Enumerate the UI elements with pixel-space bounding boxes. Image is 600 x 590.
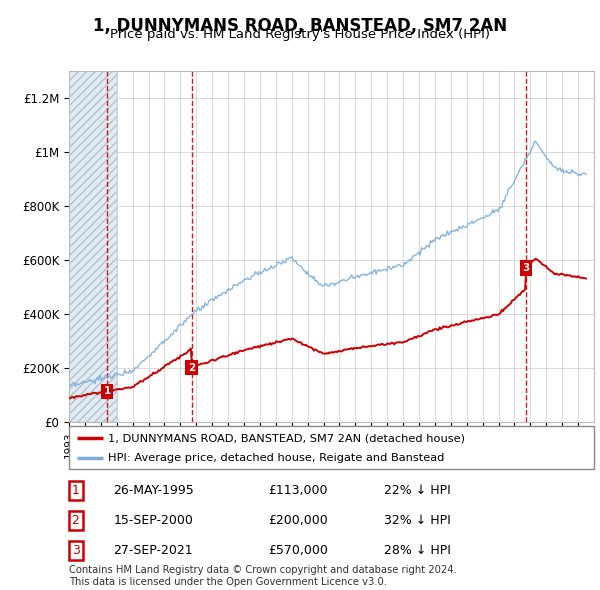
Text: 1: 1 [71, 484, 79, 497]
Text: 28% ↓ HPI: 28% ↓ HPI [384, 544, 451, 557]
Text: Price paid vs. HM Land Registry's House Price Index (HPI): Price paid vs. HM Land Registry's House … [110, 28, 490, 41]
Text: 26-MAY-1995: 26-MAY-1995 [113, 484, 194, 497]
FancyBboxPatch shape [69, 426, 594, 469]
Text: 1, DUNNYMANS ROAD, BANSTEAD, SM7 2AN (detached house): 1, DUNNYMANS ROAD, BANSTEAD, SM7 2AN (de… [109, 433, 466, 443]
Text: 1, DUNNYMANS ROAD, BANSTEAD, SM7 2AN: 1, DUNNYMANS ROAD, BANSTEAD, SM7 2AN [93, 17, 507, 35]
Text: 2: 2 [71, 514, 79, 527]
Text: 2: 2 [188, 363, 195, 373]
Text: £200,000: £200,000 [269, 514, 328, 527]
Text: 22% ↓ HPI: 22% ↓ HPI [384, 484, 451, 497]
Text: 3: 3 [523, 263, 530, 273]
Text: £113,000: £113,000 [269, 484, 328, 497]
Text: 3: 3 [71, 544, 79, 557]
Text: £570,000: £570,000 [269, 544, 328, 557]
Text: 15-SEP-2000: 15-SEP-2000 [113, 514, 193, 527]
Text: 32% ↓ HPI: 32% ↓ HPI [384, 514, 451, 527]
Text: Contains HM Land Registry data © Crown copyright and database right 2024.
This d: Contains HM Land Registry data © Crown c… [69, 565, 457, 587]
Text: 1: 1 [103, 386, 110, 396]
Text: HPI: Average price, detached house, Reigate and Banstead: HPI: Average price, detached house, Reig… [109, 453, 445, 463]
Text: 27-SEP-2021: 27-SEP-2021 [113, 544, 193, 557]
Bar [69, 71, 117, 422]
